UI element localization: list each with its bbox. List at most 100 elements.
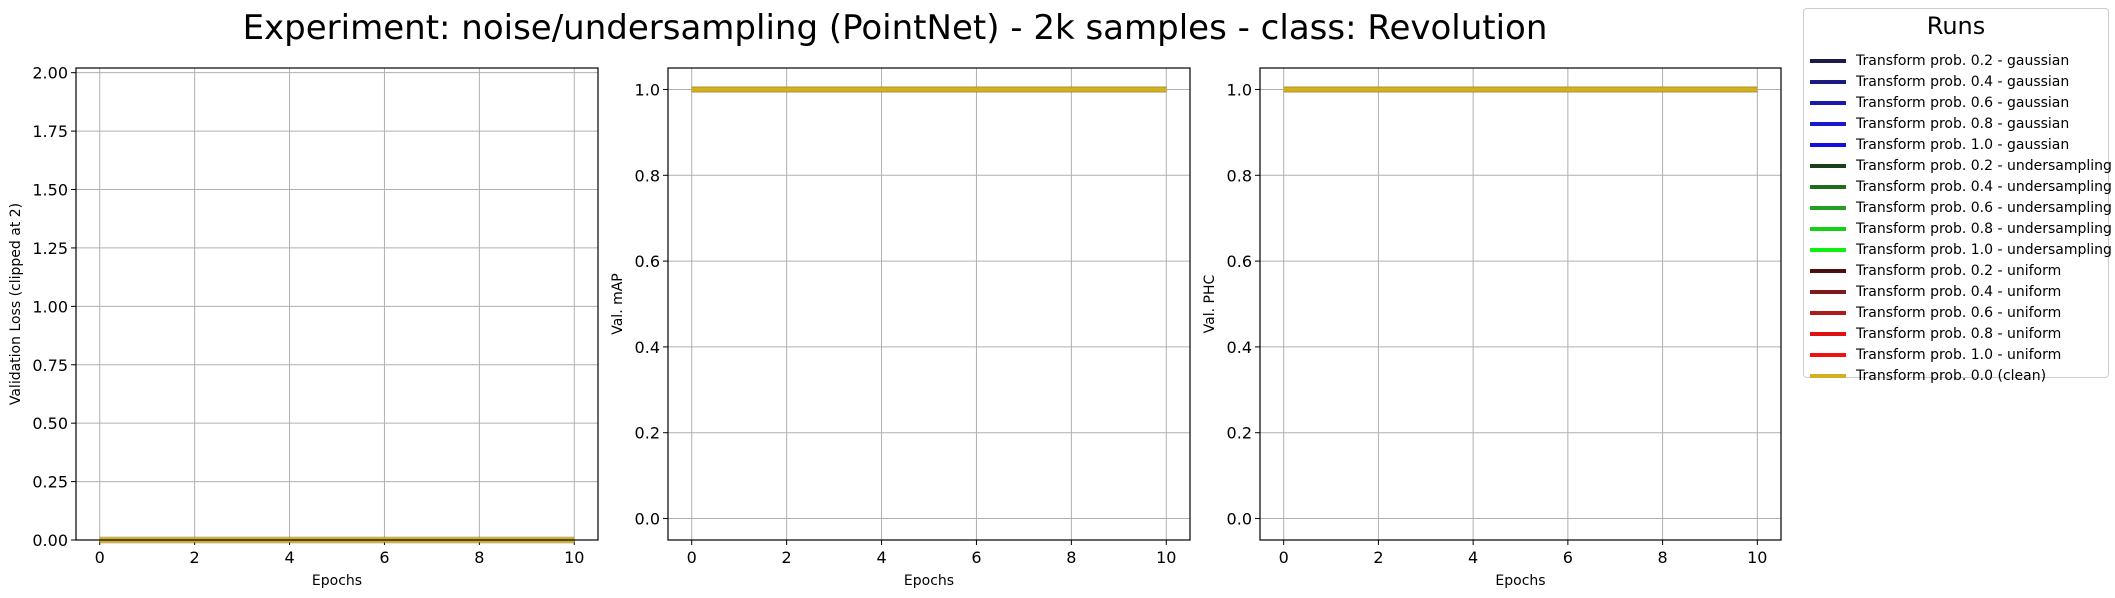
- legend-entry: Transform prob. 0.8 - gaussian: [1804, 114, 2069, 134]
- legend-label: Transform prob. 1.0 - undersampling: [1856, 242, 2112, 258]
- y-tick-label: 0.6: [1227, 252, 1252, 271]
- x-axis-label: Epochs: [1495, 573, 1545, 589]
- legend-entry: Transform prob. 0.2 - uniform: [1804, 261, 2061, 281]
- legend-entry: Transform prob. 0.4 - undersampling: [1804, 177, 2112, 197]
- y-tick-label: 0.2: [635, 424, 660, 443]
- y-tick-label: 1.50: [32, 181, 68, 200]
- x-axis-label: Epochs: [904, 573, 954, 589]
- x-tick-label: 0: [687, 548, 697, 567]
- legend-swatch: [1810, 80, 1846, 84]
- x-tick-label: 6: [1563, 548, 1573, 567]
- legend-swatch: [1810, 374, 1846, 378]
- legend: Runs Transform prob. 0.2 - gaussian Trans…: [1803, 8, 2112, 384]
- legend-swatch: [1810, 332, 1846, 336]
- legend-label: Transform prob. 1.0 - uniform: [1856, 347, 2062, 363]
- x-tick-label: 4: [1468, 548, 1478, 567]
- legend-entry: Transform prob. 1.0 - uniform: [1804, 345, 2061, 365]
- figure-title: Experiment: noise/undersampling (PointNe…: [242, 8, 1548, 48]
- x-axis-label: Epochs: [312, 573, 362, 589]
- y-tick-label: 0.8: [1227, 166, 1252, 185]
- legend-label: Transform prob. 0.2 - undersampling: [1856, 158, 2112, 174]
- y-tick-label: 0.2: [1227, 424, 1252, 443]
- legend-swatch: [1810, 185, 1846, 189]
- legend-title: Runs: [1926, 12, 1986, 40]
- legend-entry: Transform prob. 0.6 - gaussian: [1804, 93, 2069, 113]
- legend-label: Transform prob. 0.4 - undersampling: [1856, 179, 2112, 195]
- x-tick-label: 8: [474, 548, 484, 567]
- legend-entry: Transform prob. 1.0 - gaussian: [1804, 135, 2069, 155]
- legend-entry: Transform prob. 0.4 - uniform: [1804, 282, 2061, 302]
- y-axis-label: Val. PHC: [1202, 274, 1218, 333]
- y-tick-label: 0.25: [32, 473, 68, 492]
- legend-swatch: [1810, 143, 1846, 147]
- axes-frame: [667, 67, 1191, 541]
- x-tick-label: 8: [1657, 548, 1667, 567]
- x-tick-label: 2: [782, 548, 792, 567]
- legend-swatch: [1810, 101, 1846, 105]
- x-tick-label: 2: [1373, 548, 1383, 567]
- legend-entry: Transform prob. 0.6 - undersampling: [1804, 198, 2112, 218]
- legend-swatch: [1810, 59, 1846, 63]
- legend-label: Transform prob. 1.0 - gaussian: [1856, 137, 2070, 153]
- x-tick-label: 4: [876, 548, 886, 567]
- legend-entry: Transform prob. 0.6 - uniform: [1804, 303, 2061, 323]
- y-tick-label: 1.0: [1227, 80, 1252, 99]
- x-tick-label: 6: [971, 548, 981, 567]
- axes-frame: [75, 67, 599, 541]
- axes-frame: [1259, 67, 1782, 541]
- y-tick-label: 0.50: [32, 414, 68, 433]
- y-tick-label: 0.4: [635, 338, 660, 357]
- y-tick-label: 1.75: [32, 122, 68, 141]
- x-tick-label: 4: [284, 548, 294, 567]
- legend-swatch: [1810, 227, 1846, 231]
- legend-entry: Transform prob. 0.2 - gaussian: [1804, 51, 2069, 71]
- legend-swatch: [1810, 248, 1846, 252]
- x-tick-label: 8: [1066, 548, 1076, 567]
- y-tick-label: 1.25: [32, 239, 68, 258]
- x-tick-label: 10: [564, 548, 584, 567]
- legend-swatch: [1810, 206, 1846, 210]
- x-tick-label: 0: [1279, 548, 1289, 567]
- y-tick-label: 0.0: [635, 510, 660, 529]
- legend-label: Transform prob. 0.6 - uniform: [1856, 305, 2062, 321]
- legend-swatch: [1810, 122, 1846, 126]
- legend-entry: Transform prob. 0.8 - undersampling: [1804, 219, 2112, 239]
- legend-label: Transform prob. 0.8 - undersampling: [1856, 221, 2112, 237]
- legend-label: Transform prob. 0.4 - gaussian: [1856, 74, 2070, 90]
- y-tick-label: 0.6: [635, 252, 660, 271]
- legend-swatch: [1810, 290, 1846, 294]
- legend-label: Transform prob. 0.8 - uniform: [1856, 326, 2062, 342]
- y-tick-label: 0.75: [32, 356, 68, 375]
- legend-label: Transform prob. 0.0 (clean): [1856, 368, 2047, 384]
- legend-entry: Transform prob. 0.8 - uniform: [1804, 324, 2061, 344]
- legend-swatch: [1810, 164, 1846, 168]
- y-tick-label: 1.0: [635, 80, 660, 99]
- legend-label: Transform prob. 0.6 - undersampling: [1856, 200, 2112, 216]
- x-tick-label: 10: [1747, 548, 1767, 567]
- legend-entry: Transform prob. 0.0 (clean): [1804, 366, 2046, 386]
- legend-label: Transform prob. 0.8 - gaussian: [1856, 116, 2070, 132]
- y-tick-label: 0.8: [635, 166, 660, 185]
- legend-label: Transform prob. 0.2 - uniform: [1856, 263, 2062, 279]
- legend-swatch: [1810, 311, 1846, 315]
- legend-label: Transform prob. 0.6 - gaussian: [1856, 95, 2070, 111]
- legend-swatch: [1810, 353, 1846, 357]
- y-tick-label: 0.00: [32, 531, 68, 550]
- legend-label: Transform prob. 0.4 - uniform: [1856, 284, 2062, 300]
- y-tick-label: 0.0: [1227, 510, 1252, 529]
- x-tick-label: 10: [1156, 548, 1176, 567]
- y-axis-label: Validation Loss (clipped at 2): [8, 203, 24, 405]
- y-tick-label: 1.00: [32, 297, 68, 316]
- y-tick-label: 2.00: [32, 64, 68, 83]
- legend-entry: Transform prob. 0.2 - undersampling: [1804, 156, 2112, 176]
- y-tick-label: 0.4: [1227, 338, 1252, 357]
- y-axis-label: Val. mAP: [610, 273, 626, 335]
- legend-swatch: [1810, 269, 1846, 273]
- legend-entry: Transform prob. 1.0 - undersampling: [1804, 240, 2112, 260]
- legend-label: Transform prob. 0.2 - gaussian: [1856, 53, 2070, 69]
- legend-entry: Transform prob. 0.4 - gaussian: [1804, 72, 2069, 92]
- x-tick-label: 2: [190, 548, 200, 567]
- x-tick-label: 0: [95, 548, 105, 567]
- x-tick-label: 6: [379, 548, 389, 567]
